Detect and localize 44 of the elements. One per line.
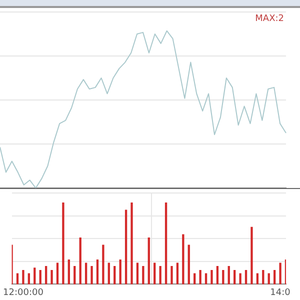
bar (148, 237, 150, 284)
bar (44, 266, 48, 284)
bar (239, 273, 242, 284)
bar (119, 259, 122, 284)
bar (244, 270, 248, 284)
bar (50, 270, 53, 284)
bar (164, 202, 168, 284)
bar (84, 262, 88, 284)
bar (250, 226, 253, 284)
bar (234, 270, 236, 284)
bar (102, 244, 104, 284)
bar (188, 244, 190, 284)
bar (22, 270, 24, 284)
bar (216, 266, 219, 284)
x-tick-label: 14:0 (270, 288, 291, 298)
bar (39, 270, 42, 284)
bar (273, 270, 276, 284)
bar (136, 262, 139, 284)
bar (130, 202, 133, 284)
bar (279, 262, 282, 284)
bar (108, 262, 110, 284)
bar (159, 266, 162, 284)
bar (96, 259, 99, 284)
text: MAX:2 (255, 14, 284, 24)
bar (228, 266, 230, 284)
bar (154, 262, 156, 284)
bar (114, 266, 116, 284)
bar (222, 270, 224, 284)
bar (74, 266, 76, 284)
bar (62, 202, 64, 284)
x-tick-label: 12:00:00 (3, 288, 44, 298)
bar (170, 266, 173, 284)
bar (142, 266, 144, 284)
bar (79, 237, 82, 284)
bar (124, 210, 128, 284)
bar (68, 259, 70, 284)
bar (90, 266, 93, 284)
bar (176, 262, 179, 284)
bar (262, 270, 264, 284)
bar (199, 270, 202, 284)
bar (210, 270, 213, 284)
bar (182, 234, 184, 284)
bar (34, 268, 36, 284)
bar (56, 262, 59, 284)
